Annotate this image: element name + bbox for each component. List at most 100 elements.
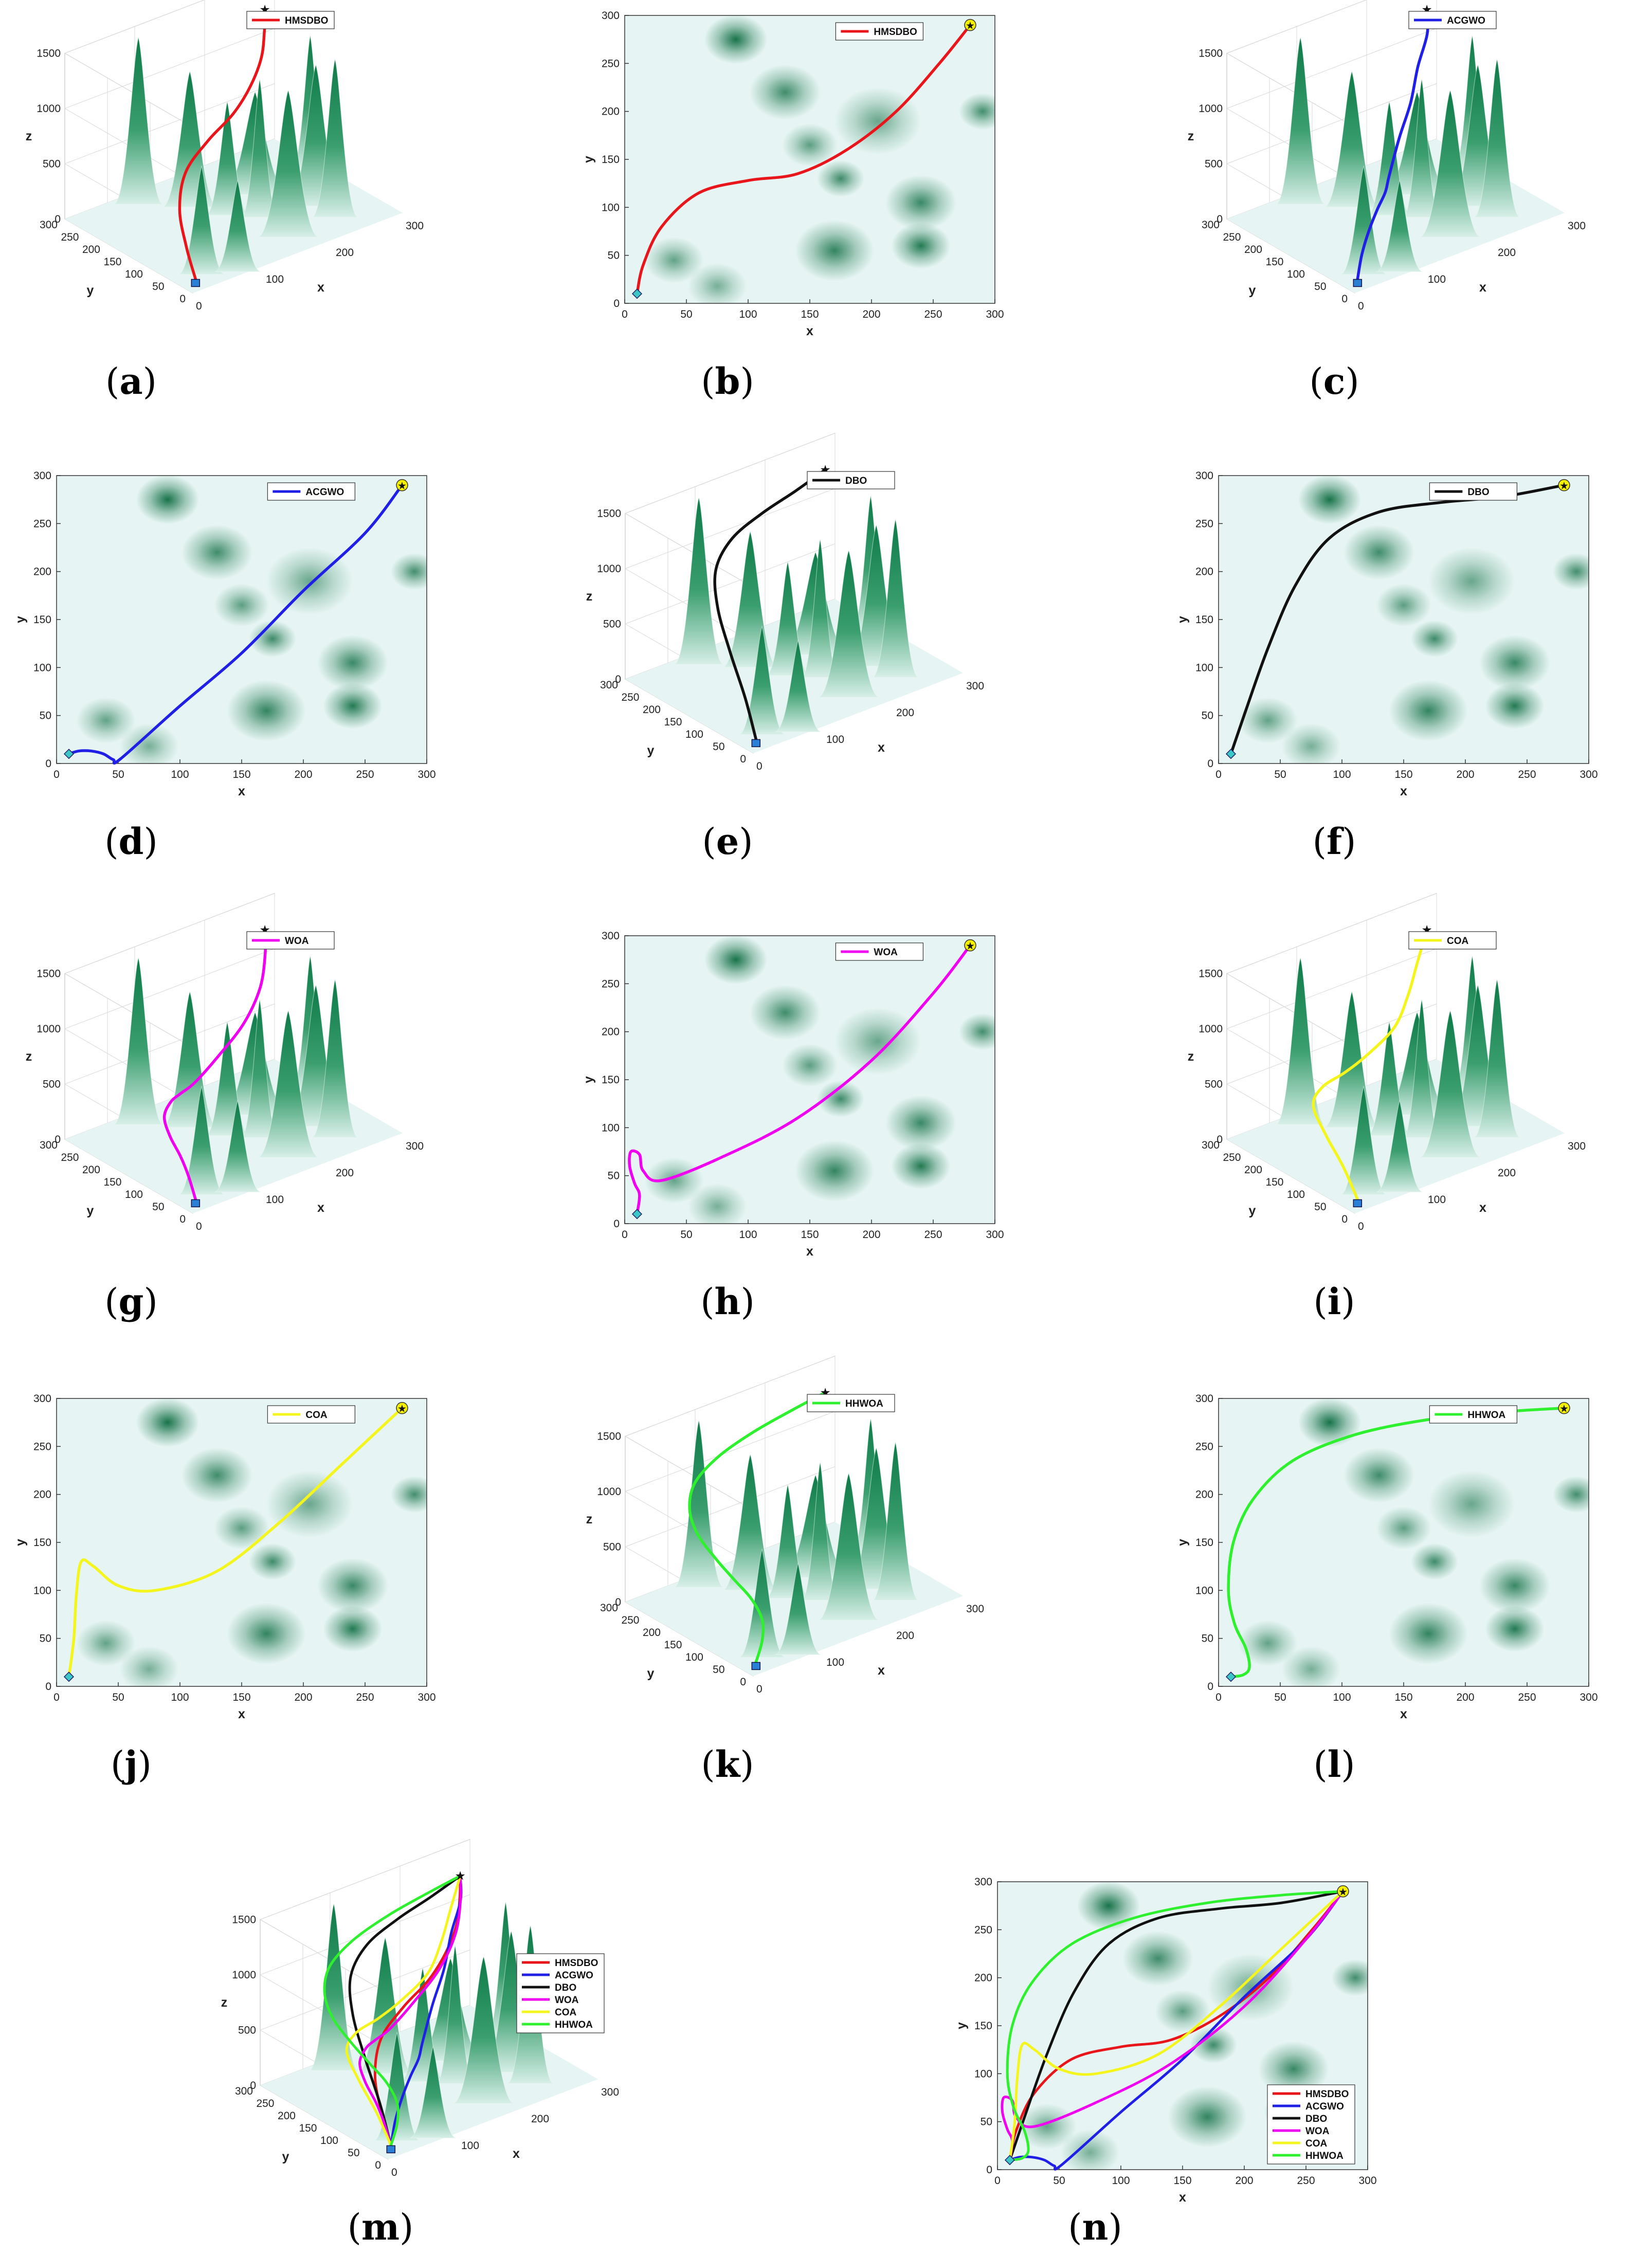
y-axis-label: y [87,1204,94,1218]
z-axis-label: z [26,1049,32,1064]
y-tick-label: 100 [1195,1585,1213,1596]
terrain-peak [1340,1085,1387,1195]
obstacle-peak [885,175,957,230]
obstacle-peak [317,635,389,690]
terrain-peak [722,531,778,668]
x-axis-label: x [878,1663,885,1678]
terrain-peak [258,1010,319,1158]
y-tick-label: 250 [61,1152,79,1163]
y-tick-label: 300 [33,470,51,482]
obstacle-peak [323,1606,383,1652]
legend-label-dbo: DBO [555,1983,576,1993]
legend: WOA [835,942,923,961]
goal-star-icon: ★ [455,1869,466,1883]
y-tick-label: 100 [685,1651,703,1663]
obstacle-peak [1281,723,1341,763]
z-tick-label: 1500 [232,1914,256,1926]
start-marker [631,1209,643,1220]
goal-marker [1558,479,1570,492]
path-acgwo [389,1875,463,2147]
x-tick-label: 50 [112,769,124,780]
panel-d-top-view: 0 50 100 150 200 250 300 0 50 100 150 200 250 300 x y ★ A… [10,465,447,820]
y-tick-label: 200 [278,2110,296,2122]
terrain-peak [1376,1099,1423,1192]
x-tick-label: 250 [1518,769,1536,780]
goal-marker [964,19,976,31]
y-tick-label: 100 [1287,268,1305,280]
terrain-peak [1403,79,1440,218]
x-tick-label: 200 [336,247,354,259]
obstacle-peak [1376,584,1431,627]
caption-n: (n) [1068,2206,1122,2248]
x-tick-label: 0 [1358,300,1364,312]
legend-label-dbo: DBO [845,476,867,486]
z-tick-label: 1000 [597,1486,621,1498]
obstacle-peak [816,1080,865,1118]
x-tick-label: 250 [1297,2175,1315,2187]
x-tick-label: 0 [391,2167,397,2178]
z-tick-label: 500 [43,158,61,170]
y-axis-label: y [647,1666,655,1681]
x-axis-label: x [806,1244,813,1259]
legend-label-acgwo: ACGWO [555,1970,593,1981]
legend-label-coa: COA [555,2007,577,2018]
obstacle-peak [1428,547,1515,615]
y-tick-label: 150 [602,1074,620,1086]
goal-marker [964,939,976,952]
obstacle-peak [1155,1990,1210,2033]
obstacle-peak [317,1558,389,1613]
terrain-peak [241,999,278,1138]
caption-k: (k) [701,1743,754,1786]
y-tick-label: 100 [320,2135,338,2147]
obstacle-peak [834,1007,921,1076]
x-axis-label: x [238,784,245,798]
terrain-peak [1474,978,1520,1138]
z-tick-label: 500 [603,1541,621,1553]
obstacle-peak [1410,1543,1459,1580]
panel-c-plot: 0500100015000501001502002503000100200300… [1188,0,1586,312]
legend-box [516,1953,605,2033]
y-tick-label: 200 [1244,1164,1262,1176]
x-tick-label: 0 [756,760,763,772]
obstacle-peak [1485,683,1545,729]
path-dbo [1008,1890,1345,2161]
path-dbo [713,468,827,741]
x-tick-label: 150 [232,1692,250,1703]
y-axis-label: y [647,743,655,758]
z-tick-label: 1000 [37,103,61,115]
z-tick-label: 0 [615,674,621,685]
start-marker [191,1199,201,1208]
panel-h-plot: 0 50 100 150 200 250 300 0 50 100 150 200 250 300 x y ★ W… [582,930,1004,1259]
x-tick-label: 150 [232,769,250,780]
x-axis-label: x [1479,280,1486,295]
y-tick-label: 300 [602,10,620,22]
terrain-peak [1276,37,1325,205]
obstacle-peak [1343,524,1415,580]
panel-g-plot: 0500100015000501001502002503000100200300… [26,893,424,1232]
terrain-peak [775,639,821,732]
y-tick-label: 50 [1314,281,1326,293]
x-tick-label: 100 [171,1692,189,1703]
z-tick-label: 0 [55,213,61,225]
legend-label-hhwoa: HHWOA [845,1398,883,1409]
z-tick-label: 0 [55,1134,61,1145]
y-tick-label: 50 [348,2147,359,2159]
x-tick-label: 250 [1518,1692,1536,1703]
terrain-peak [818,1472,879,1621]
obstacle-peak [1428,1470,1515,1538]
terrain-peak [114,37,163,205]
caption-d: (d) [104,820,158,863]
x-tick-label: 100 [171,769,189,780]
obstacle-peak [390,1476,427,1513]
x-tick-label: 0 [196,300,202,312]
terrain-peak [739,1548,785,1658]
obstacle-peak [1077,1882,1140,1931]
z-axis-label: z [1188,1049,1194,1064]
z-axis-label: z [586,1512,593,1526]
y-tick-label: 0 [179,1213,186,1225]
obstacle-peak [248,1543,297,1580]
y-tick-label: 250 [33,518,51,530]
panel-k-plot: 0500100015000501001502002503000100200300… [586,1355,984,1695]
z-tick-label: 1000 [597,563,621,575]
